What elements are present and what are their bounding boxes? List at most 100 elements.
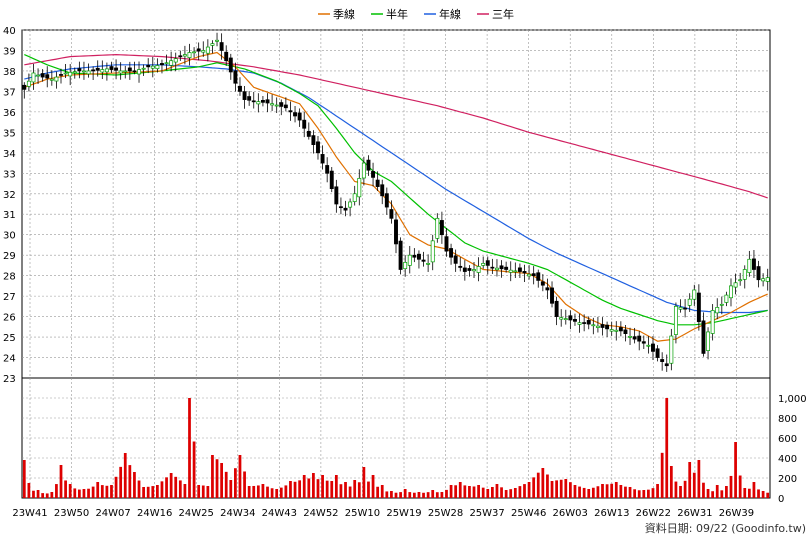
volume-bar xyxy=(367,481,370,498)
volume-bar xyxy=(555,480,558,498)
volume-bar xyxy=(151,486,155,498)
candle xyxy=(357,169,362,206)
candle xyxy=(109,61,114,73)
candle xyxy=(375,171,380,191)
candle xyxy=(632,327,637,344)
candle xyxy=(352,185,357,206)
candle xyxy=(472,262,476,278)
plot-frame xyxy=(21,29,771,499)
volume-bar xyxy=(344,482,347,498)
candle-body xyxy=(550,287,554,304)
candle-body xyxy=(306,130,311,137)
volume-bar xyxy=(738,475,742,498)
candle-body xyxy=(540,281,545,286)
candle-body xyxy=(449,248,454,258)
candle-body xyxy=(517,267,522,272)
candle-body xyxy=(205,46,210,54)
candle xyxy=(669,328,674,371)
candle xyxy=(306,122,311,140)
candle-body xyxy=(81,70,86,73)
candle xyxy=(127,61,132,80)
candle-body xyxy=(228,57,233,73)
candle xyxy=(81,61,86,80)
volume-bar xyxy=(481,487,485,498)
volume-bar xyxy=(642,490,646,498)
candle-body xyxy=(132,70,137,73)
volume-bar xyxy=(123,453,127,498)
volume-bar xyxy=(647,489,650,498)
volume-bar xyxy=(601,484,604,498)
candle xyxy=(485,256,490,275)
candle xyxy=(430,234,435,271)
candle-body xyxy=(582,322,587,324)
candle-body xyxy=(242,91,247,100)
candle-body xyxy=(563,318,568,320)
volume-bar xyxy=(376,486,380,498)
candle xyxy=(68,64,73,86)
volume-bar xyxy=(449,485,453,498)
candle xyxy=(279,99,284,116)
candle xyxy=(54,71,59,89)
candle-body xyxy=(192,51,197,54)
candle-body xyxy=(485,260,490,266)
chart-axes: 2324252627282930313233343536373839400200… xyxy=(3,26,807,519)
volume-bar xyxy=(747,488,751,498)
candle xyxy=(132,61,137,75)
candle xyxy=(536,269,541,288)
volume-bar xyxy=(279,487,283,498)
candle-body xyxy=(394,219,398,245)
candle-body xyxy=(453,255,458,264)
volume-bar xyxy=(77,489,81,498)
volume-bar xyxy=(486,489,490,498)
volume-bar xyxy=(312,473,315,498)
candle-body xyxy=(623,329,628,334)
candle-body xyxy=(26,80,31,87)
candle-body xyxy=(646,344,651,347)
volume-bar xyxy=(628,487,632,498)
x-tick-label: 24W16 xyxy=(137,508,172,519)
candle xyxy=(210,40,215,54)
candle xyxy=(233,62,238,92)
candle-body xyxy=(761,278,766,282)
volume-bar xyxy=(656,484,659,498)
volume-bar xyxy=(293,481,297,498)
candle-body xyxy=(536,272,541,281)
x-tick-label: 23W50 xyxy=(54,508,89,519)
candle-body xyxy=(416,253,421,260)
x-tick-label: 24W34 xyxy=(220,508,255,519)
candle xyxy=(416,250,421,269)
price-tick-label: 38 xyxy=(3,67,16,78)
volume-bar xyxy=(380,485,384,498)
candle xyxy=(238,77,242,96)
candle-body xyxy=(683,307,688,310)
volume-bar xyxy=(87,488,90,498)
candle xyxy=(614,321,619,341)
price-tick-label: 37 xyxy=(3,87,16,98)
candle xyxy=(86,63,91,78)
candle xyxy=(742,265,747,289)
candle xyxy=(389,200,394,224)
candle xyxy=(205,39,210,62)
volume-bar xyxy=(220,463,223,498)
candle xyxy=(173,52,178,72)
candle-body xyxy=(279,102,284,107)
legend-label-2: 年線 xyxy=(439,7,461,21)
price-tick-label: 30 xyxy=(3,231,16,242)
volume-bar xyxy=(133,472,136,498)
candle xyxy=(513,262,518,279)
candle-body xyxy=(591,324,596,327)
candle-body xyxy=(118,70,123,74)
candle xyxy=(490,258,495,274)
volume-bar xyxy=(321,475,324,498)
volume-bar xyxy=(472,486,476,498)
candle xyxy=(260,95,265,107)
x-tick-label: 26W22 xyxy=(636,508,671,519)
candle xyxy=(687,293,692,312)
candle-body xyxy=(155,65,160,70)
volume-bar xyxy=(390,491,393,498)
candle xyxy=(36,68,41,85)
volume-bar xyxy=(307,478,311,498)
volume-bar xyxy=(348,486,352,498)
candle xyxy=(453,249,458,272)
